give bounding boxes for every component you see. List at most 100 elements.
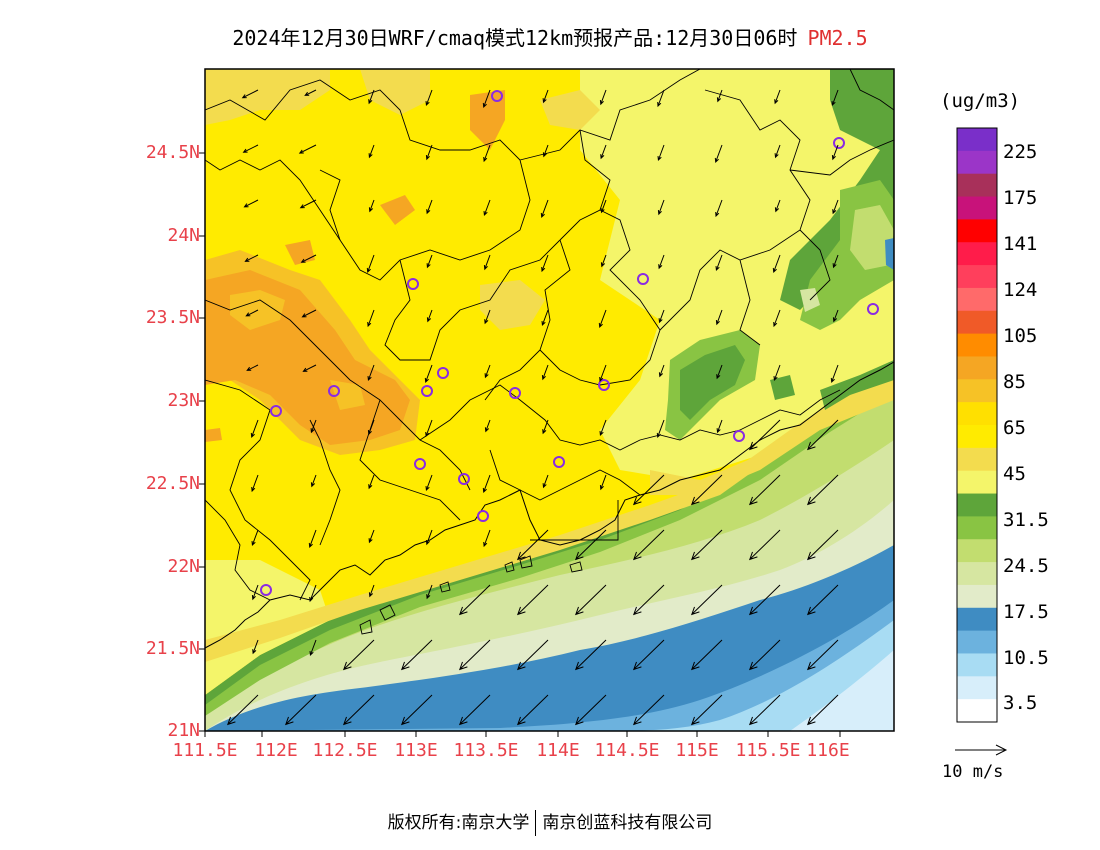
city-marker	[437, 367, 449, 379]
lon-label: 114E	[536, 740, 580, 761]
wind-arrow	[342, 639, 375, 671]
wind-arrow	[658, 309, 665, 324]
wind-arrow	[251, 474, 259, 493]
wind-arrow	[831, 144, 839, 161]
wind-arrow	[657, 144, 665, 162]
city-marker	[553, 456, 565, 468]
wind-arrow	[482, 89, 491, 108]
wind-arrow	[715, 254, 723, 272]
colorbar-swatch	[957, 173, 997, 198]
city-marker	[509, 387, 521, 399]
title-text: 2024年12月30日WRF/cmaq模式12km预报产品:12月30日06时	[232, 26, 798, 50]
wind-arrow	[832, 309, 839, 323]
coastline	[204, 361, 895, 649]
city-marker	[733, 430, 745, 442]
wind-arrow	[458, 639, 491, 671]
wind-arrow	[284, 694, 317, 726]
city-marker	[458, 473, 470, 485]
wind-arrow	[368, 584, 375, 598]
lat-label: 21.5N	[145, 638, 200, 659]
colorbar-swatch	[957, 128, 997, 152]
wind-arrow	[425, 529, 433, 546]
colorbar-swatch	[957, 562, 997, 586]
wind-arrow	[574, 694, 607, 726]
colorbar-swatch	[957, 310, 997, 335]
wind-arrow	[690, 584, 723, 616]
wind-arrow	[242, 144, 259, 153]
colorbar-swatch	[957, 425, 997, 449]
wind-arrow	[632, 474, 665, 506]
wind-arrow	[368, 89, 375, 105]
wind-arrow	[425, 419, 433, 438]
wind-arrow	[484, 309, 491, 325]
lat-label: 24N	[167, 225, 200, 246]
wind-arrow	[367, 309, 375, 328]
colorbar-label: 24.5	[1003, 555, 1049, 577]
wind-arrow	[400, 639, 433, 671]
city-marker	[477, 510, 489, 522]
colorbar-swatch	[957, 539, 997, 563]
colorbar-label: 17.5	[1003, 601, 1049, 623]
wind-arrow	[599, 474, 607, 491]
wind-arrow	[298, 144, 317, 154]
colorbar-label: 85	[1003, 371, 1026, 393]
wind-arrow	[690, 529, 723, 561]
wind-arrow	[748, 529, 781, 561]
wind-arrow	[806, 639, 839, 671]
colorbar-swatch	[957, 150, 997, 175]
wind-arrow	[632, 584, 665, 616]
wind-arrow	[656, 419, 665, 438]
wind-arrow	[367, 419, 375, 436]
wind-arrow	[574, 584, 607, 616]
wind-arrow	[748, 694, 781, 726]
wind-arrow	[516, 584, 549, 616]
wind-arrow	[308, 529, 317, 548]
wind-arrow	[806, 694, 839, 726]
colorbar-swatch	[957, 356, 997, 380]
lon-label: 111.5E	[172, 740, 238, 761]
wind-arrow	[716, 419, 723, 434]
wind-vectors	[226, 89, 839, 726]
colorbar-label: 45	[1003, 463, 1026, 485]
wind-arrow	[690, 474, 723, 506]
islands	[359, 500, 619, 635]
wind-arrow	[541, 364, 549, 381]
wind-arrow	[748, 639, 781, 671]
wind-arrow	[309, 639, 317, 657]
colorbar-swatch	[957, 333, 997, 357]
wind-arrow	[426, 199, 433, 215]
wind-arrow	[426, 584, 433, 600]
lat-label: 23.5N	[145, 307, 200, 328]
wind-arrow	[367, 364, 375, 382]
wind-arrow	[748, 474, 781, 506]
wind-arrow	[832, 254, 839, 269]
wind-arrow	[541, 309, 549, 327]
wind-arrow	[250, 419, 259, 438]
wind-arrow	[368, 474, 375, 490]
wind-arrow	[598, 309, 607, 328]
lon-label: 115.5E	[735, 740, 801, 761]
wind-arrow	[368, 199, 375, 213]
wind-arrow	[302, 364, 317, 372]
wind-arrow	[772, 254, 781, 273]
wind-arrow	[301, 309, 317, 318]
wind-arrow	[716, 89, 723, 103]
wind-arrow	[426, 309, 433, 323]
wind-arrow	[831, 89, 839, 107]
wind-arrow	[806, 529, 839, 561]
colorbar-swatch	[957, 630, 997, 654]
wind-arrow	[484, 419, 491, 433]
wind-arrow	[714, 144, 723, 163]
city-marker	[637, 273, 649, 285]
city-marker	[407, 278, 419, 290]
wind-arrow	[299, 199, 317, 209]
wind-arrow	[310, 419, 317, 434]
lon-label: 114.5E	[594, 740, 660, 761]
wind-arrow	[366, 254, 375, 273]
lat-label: 22.5N	[145, 473, 200, 494]
colorbar-swatch	[957, 447, 997, 472]
wind-arrow	[483, 199, 491, 217]
wind-arrow	[599, 89, 607, 106]
wind-arrow	[806, 474, 839, 506]
